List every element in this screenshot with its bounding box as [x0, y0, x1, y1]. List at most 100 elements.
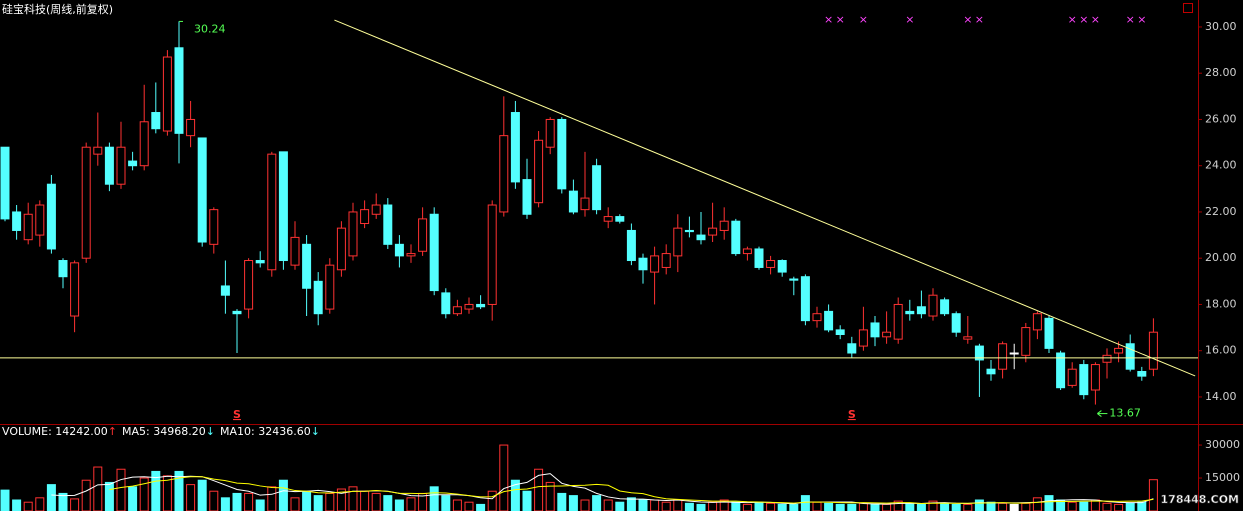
candle-body	[916, 306, 926, 315]
volume-bar	[1032, 497, 1042, 511]
volume-bar	[0, 489, 10, 511]
candle-body	[1137, 371, 1147, 377]
candle-body	[882, 331, 892, 338]
indicator-arrow: ↑	[108, 425, 117, 438]
y-tick-label: 20.00	[1205, 251, 1237, 264]
volume-bar	[81, 479, 91, 511]
signal: S	[848, 408, 856, 421]
volume-bar	[650, 499, 660, 511]
volume-bar	[522, 490, 532, 511]
candle-body	[1079, 364, 1089, 396]
candle-body	[418, 218, 428, 252]
candle-body	[128, 160, 138, 167]
candle-body	[696, 234, 706, 241]
volume-bar	[476, 503, 486, 511]
chart-title: 硅宝科技(周线,前复权)	[2, 2, 113, 16]
candle-body	[800, 276, 810, 322]
candle-body	[951, 313, 961, 333]
candle-body	[452, 306, 462, 315]
volume-bar	[1090, 499, 1100, 511]
volume-bar	[267, 486, 277, 511]
volume-bar	[1067, 501, 1077, 511]
candle-body	[429, 213, 439, 292]
volume-bar	[1102, 502, 1112, 511]
volume-bar	[255, 499, 265, 511]
volume-bar	[638, 499, 648, 511]
candle-body	[673, 227, 683, 257]
volume-bar	[499, 444, 509, 511]
y-tick-label: 16.00	[1205, 344, 1237, 357]
y-tick-label: 30.00	[1205, 20, 1237, 33]
candle-body	[232, 310, 242, 315]
signal: S	[233, 408, 241, 421]
top-marker: ×	[905, 13, 914, 26]
indicator-text: VOLUME: 14242.00	[2, 425, 108, 438]
volume-bar	[882, 503, 892, 511]
candle-body	[1114, 347, 1124, 354]
volume-bar	[1148, 479, 1158, 511]
volume-bar	[139, 477, 149, 511]
candle-body	[835, 329, 845, 336]
volume-bar	[963, 503, 973, 511]
candle-body	[116, 146, 126, 185]
candle-body	[476, 303, 486, 308]
candle-body	[325, 264, 335, 310]
candle-body	[557, 118, 567, 190]
indicator-text: MA5: 34968.20	[122, 425, 206, 438]
window-button[interactable]	[1183, 3, 1193, 13]
candle-body	[510, 112, 520, 183]
volume-bar	[696, 503, 706, 511]
volume-bar	[220, 497, 230, 511]
candle-body	[371, 204, 381, 215]
candle-body	[336, 227, 346, 271]
volume-bar	[348, 486, 358, 511]
volume-bar	[394, 499, 404, 511]
candle-body	[522, 179, 532, 215]
volume-bar	[510, 479, 520, 511]
top-marker: ×	[1126, 13, 1135, 26]
candle-body	[487, 204, 497, 305]
volume-bar	[383, 495, 393, 511]
y-tick-label: 14.00	[1205, 390, 1237, 403]
volume-bar	[23, 501, 33, 511]
y-tick-label: 18.00	[1205, 297, 1237, 310]
y-tick-label: 30000	[1205, 438, 1240, 451]
candle-body	[534, 139, 544, 204]
candle-body	[464, 303, 474, 310]
volume-bar	[1009, 503, 1019, 511]
candle-body	[267, 153, 277, 271]
candle-body	[46, 183, 56, 250]
candle-body	[661, 253, 671, 268]
volume-bar	[592, 495, 602, 511]
y-tick-label: 24.00	[1205, 159, 1237, 172]
volume-bar	[835, 503, 845, 511]
volume-bar	[452, 499, 462, 511]
y-tick-label: 15000	[1205, 471, 1240, 484]
volume-bar	[545, 481, 555, 511]
candle-body	[441, 292, 451, 315]
candle-body	[789, 278, 799, 281]
volume-bar	[905, 502, 915, 511]
candle-body	[499, 135, 509, 213]
candle-body	[255, 260, 265, 264]
volume-bar	[487, 490, 497, 511]
candle-body	[162, 56, 172, 132]
candle-body	[70, 262, 80, 317]
volume-bar	[615, 501, 625, 511]
volume-bar	[974, 499, 984, 511]
candle-body	[244, 260, 254, 310]
candle-body	[104, 146, 114, 185]
candle-body	[348, 211, 358, 257]
volume-bar	[429, 486, 439, 511]
candle-body	[708, 227, 718, 236]
top-marker: ×	[1137, 13, 1146, 26]
candle-body	[93, 146, 103, 155]
indicator: VOLUME: 14242.00↑	[2, 425, 117, 438]
volume-bar	[209, 490, 219, 511]
volume-bar	[302, 490, 312, 511]
volume-bar	[580, 499, 590, 511]
volume-bar	[244, 492, 254, 511]
volume-bar	[336, 488, 346, 511]
